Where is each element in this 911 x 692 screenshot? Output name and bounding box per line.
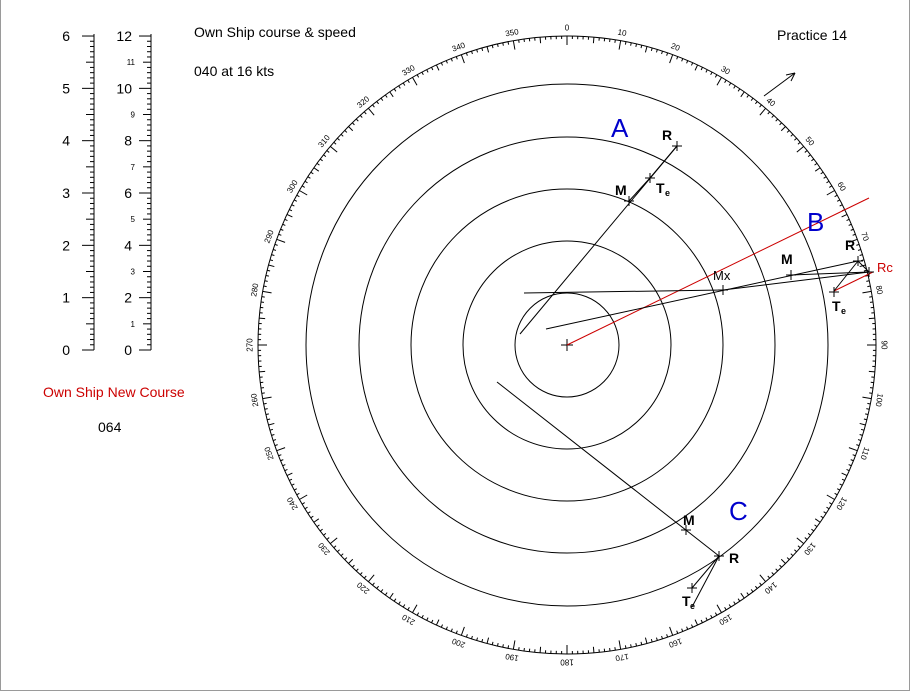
right-scale-minor-label: 11 (127, 58, 136, 67)
compass-degree-label: 180 (560, 658, 574, 667)
compass-degree-label: 250 (262, 445, 275, 461)
compass-degree-label: 0 (565, 24, 570, 33)
right-scale: 0 2 4 6 8 10 12 1 3 5 7 9 11 (116, 28, 152, 358)
case-c-plot (496, 381, 724, 608)
own-ship-course-title: Own Ship course & speed (194, 24, 356, 40)
right-scale-minor-label: 5 (131, 215, 136, 224)
compass-degree-label: 240 (285, 495, 300, 512)
case-c-m-label: M (683, 512, 695, 528)
compass-degree-label: 260 (249, 392, 260, 407)
compass-degree-label: 90 (880, 341, 889, 350)
right-scale-label: 12 (116, 28, 132, 44)
right-scale-label: 8 (124, 133, 132, 149)
left-scale-label: 2 (62, 237, 70, 253)
right-scale-label: 6 (124, 185, 132, 201)
right-scale-minor-label: 1 (131, 320, 136, 329)
right-scale-label: 2 (124, 290, 132, 306)
left-scale: 0 1 2 3 4 5 6 (62, 28, 95, 358)
compass-degree-label: 50 (804, 135, 817, 148)
case-b-mx-label: Mx (713, 268, 731, 283)
case-a-r-label: R (662, 127, 672, 143)
right-scale-minor-label: 7 (131, 163, 136, 172)
compass-degree-label: 170 (614, 652, 629, 663)
right-scale-label: 0 (124, 342, 132, 358)
compass-degree-label: 160 (667, 636, 683, 649)
range-ring-3 (410, 188, 724, 502)
case-b-m-label: M (781, 251, 793, 267)
compass-degree-label: 270 (246, 338, 255, 352)
compass-rose: 0 102030405060708090100110120130140150160… (246, 24, 889, 667)
right-scale-minor-label: 3 (131, 268, 136, 277)
left-scale-label: 0 (62, 342, 70, 358)
rc-vector-line (833, 271, 874, 292)
range-ring-1 (514, 292, 620, 398)
left-scale-label: 4 (62, 133, 70, 149)
compass-degree-label: 80 (874, 285, 885, 296)
case-c-label: C (729, 496, 748, 526)
new-course-label: Own Ship New Course (43, 384, 185, 400)
compass-degree-label: 60 (835, 180, 848, 193)
compass-degree-label: 150 (717, 612, 734, 627)
compass-degree-label: 20 (670, 41, 682, 53)
own-ship-course-value: 040 at 16 kts (194, 63, 275, 79)
compass-degree-label: 100 (873, 393, 884, 408)
compass-degree-label: 70 (859, 231, 871, 243)
range-ring-5 (305, 83, 829, 607)
case-b-rc-label: Rc (877, 260, 893, 275)
compass-degree-label: 190 (504, 651, 519, 662)
case-a-label: A (611, 113, 629, 143)
left-scale-label: 3 (62, 185, 70, 201)
compass-degree-label: 290 (263, 228, 276, 244)
right-scale-label: 10 (116, 80, 132, 96)
compass-degree-label: 200 (450, 636, 466, 649)
new-course-line (566, 197, 870, 346)
case-c-r-label: R (729, 550, 739, 566)
left-scale-label: 6 (62, 28, 70, 44)
compass-degree-label: 210 (400, 612, 417, 627)
compass-degree-label: 350 (505, 27, 520, 38)
case-c-t-sub: e (690, 601, 695, 611)
right-scale-minor-label: 9 (131, 111, 136, 120)
compass-degree-label: 40 (764, 96, 777, 109)
case-b-t-sub: e (841, 306, 846, 316)
left-scale-label: 1 (62, 290, 70, 306)
case-b-t-label: T (832, 298, 841, 314)
compass-degree-label: 340 (451, 40, 467, 53)
case-a-plot (519, 141, 682, 335)
case-b-label: B (807, 207, 824, 237)
case-a-t-label: T (656, 180, 665, 196)
compass-degree-label: 110 (858, 446, 871, 462)
compass-degree-label: 30 (719, 64, 732, 77)
range-ring-2 (462, 240, 672, 450)
case-b-r-label: R (845, 237, 855, 253)
practice-label: Practice 14 (777, 27, 848, 43)
range-ring-4 (358, 136, 776, 554)
compass-degree-label: 10 (617, 28, 628, 39)
new-course-value: 064 (98, 419, 122, 435)
case-a-t-sub: e (665, 188, 670, 198)
compass-degree-label: 280 (249, 282, 260, 297)
compass-degree-label: 120 (834, 495, 849, 512)
left-scale-label: 5 (62, 80, 70, 96)
right-scale-label: 4 (124, 237, 132, 253)
compass-degree-label: 330 (400, 63, 417, 78)
case-a-m-label: M (615, 182, 627, 198)
case-b-plot (523, 256, 874, 330)
compass-degree-label: 300 (285, 178, 300, 195)
own-ship-course-arrow (763, 72, 796, 97)
case-c-t-label: T (682, 593, 691, 609)
